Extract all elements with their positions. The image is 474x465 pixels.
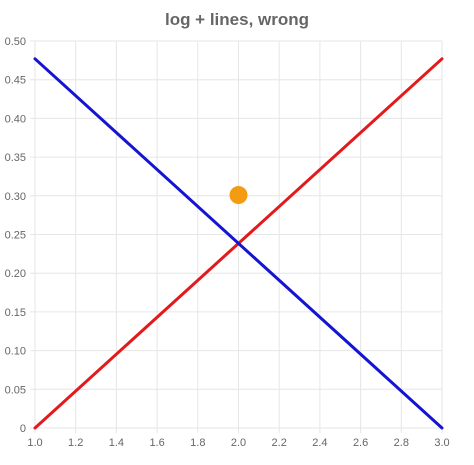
y-tick-label: 0.05 <box>5 384 26 396</box>
y-tick-label: 0.10 <box>5 346 26 358</box>
x-tick-label: 1.2 <box>68 437 83 449</box>
chart-title: log + lines, wrong <box>164 10 310 29</box>
y-tick-label: 0.50 <box>5 36 26 48</box>
x-tick-label: 2.4 <box>312 437 327 449</box>
y-tick-label: 0.40 <box>5 113 26 125</box>
x-tick-label: 1.0 <box>27 437 42 449</box>
y-tick-label: 0.35 <box>5 152 26 164</box>
y-tick-label: 0.45 <box>5 75 26 87</box>
y-tick-label: 0.25 <box>5 230 26 242</box>
x-tick-label: 3.0 <box>434 437 449 449</box>
x-tick-label: 1.8 <box>190 437 205 449</box>
series-line-1 <box>33 57 444 430</box>
x-tick-label: 2.2 <box>272 437 287 449</box>
data-point <box>229 186 248 205</box>
y-tick-label: 0.15 <box>5 307 26 319</box>
y-tick-label: 0.20 <box>5 268 26 280</box>
x-tick-label: 1.4 <box>109 437 124 449</box>
y-tick-label: 0 <box>20 423 26 435</box>
x-tick-label: 2.0 <box>231 437 246 449</box>
x-tick-label: 2.8 <box>394 437 409 449</box>
x-tick-label: 1.6 <box>149 437 164 449</box>
x-tick-label: 2.6 <box>353 437 368 449</box>
y-tick-label: 0.30 <box>5 191 26 203</box>
